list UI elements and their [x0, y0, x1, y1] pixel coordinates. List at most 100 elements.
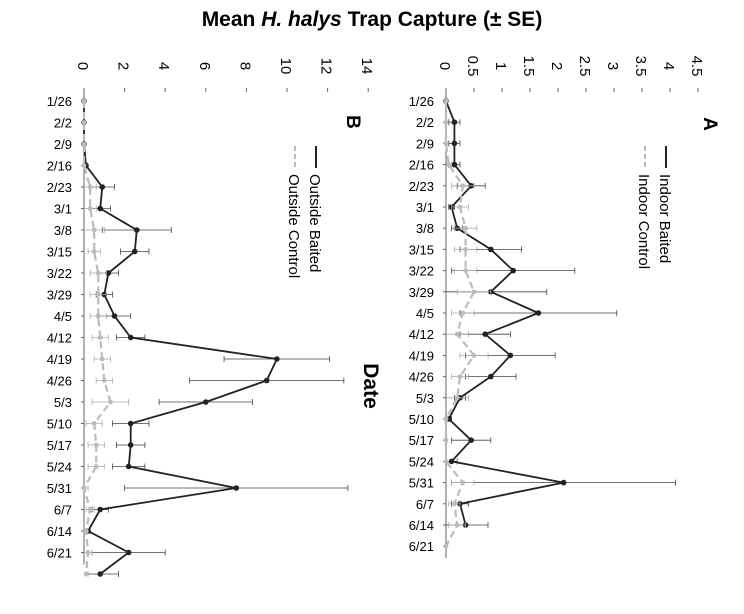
- date-tick-label: 6/14: [47, 524, 72, 539]
- data-point: [87, 184, 93, 190]
- data-point: [127, 420, 134, 427]
- value-tick-label: 4: [660, 62, 677, 70]
- value-tick-label: 4.5: [688, 56, 705, 77]
- date-tick-label: 5/31: [409, 476, 434, 491]
- data-point: [81, 163, 87, 168]
- data-point: [443, 459, 449, 464]
- data-point: [83, 528, 89, 534]
- date-tick-label: 6/21: [47, 546, 72, 561]
- date-tick-label: 4/19: [47, 352, 72, 367]
- value-tick-label: 0.5: [464, 56, 481, 77]
- value-tick-label: 0: [74, 62, 91, 70]
- date-tick-label: 3/1: [416, 200, 434, 215]
- date-tick-label: 2/9: [416, 136, 434, 151]
- data-point: [97, 205, 104, 212]
- date-tick-label: 4/12: [409, 327, 434, 342]
- data-point: [443, 98, 449, 104]
- data-point: [471, 353, 477, 358]
- data-point: [81, 485, 87, 491]
- date-tick-label: 2/2: [54, 116, 72, 131]
- date-tick-label: 5/17: [409, 433, 434, 448]
- data-point: [85, 550, 91, 555]
- data-point: [263, 377, 270, 384]
- data-point: [471, 289, 477, 295]
- data-point: [99, 356, 105, 362]
- date-tick-label: 4/19: [409, 348, 434, 363]
- data-point: [99, 184, 106, 190]
- value-tick-label: 1.5: [520, 56, 537, 77]
- data-point: [488, 246, 494, 253]
- date-tick-label: 5/3: [416, 391, 434, 406]
- data-point: [95, 313, 101, 319]
- value-tick-label: 4: [155, 62, 172, 70]
- date-tick-label: 3/8: [54, 223, 72, 238]
- data-point: [457, 374, 463, 379]
- value-tick-label: 10: [277, 58, 294, 75]
- data-point: [482, 331, 489, 338]
- date-tick-label: 2/23: [409, 179, 434, 194]
- date-tick-label: 3/15: [409, 242, 434, 257]
- data-point: [203, 399, 209, 405]
- figure-title-prefix: Mean: [201, 8, 262, 31]
- data-point: [233, 485, 240, 491]
- date-tick-label: 5/17: [47, 438, 72, 453]
- date-tick-label: 3/15: [47, 245, 72, 260]
- legend-label: Outside Baited: [306, 174, 323, 272]
- data-point: [125, 549, 132, 556]
- data-point: [101, 378, 107, 383]
- data-point: [454, 395, 460, 401]
- date-tick-label: 6/14: [409, 518, 434, 533]
- value-tick-label: 2: [548, 62, 565, 70]
- date-tick-label: 5/24: [47, 460, 72, 475]
- date-tick-label: 6/21: [409, 539, 434, 554]
- data-point: [81, 120, 87, 125]
- data-point: [443, 119, 449, 125]
- data-point: [468, 437, 475, 444]
- date-tick-label: 4/5: [416, 306, 434, 321]
- date-tick-label: 4/12: [47, 331, 72, 346]
- data-point: [451, 119, 458, 125]
- data-point: [93, 464, 99, 469]
- data-point: [81, 141, 87, 147]
- value-tick-label: 2: [115, 62, 132, 70]
- data-point: [95, 292, 101, 297]
- value-tick-label: 14: [358, 58, 375, 75]
- panel-b: 0 2 4 6 8 10 12 14 1/26 2/2 2/9 2/16 2/23 3/1 3/8 3/15 3…: [47, 58, 375, 577]
- series-line: [83, 101, 279, 575]
- date-tick-label: 1/26: [47, 94, 72, 109]
- date-tick-label: 3/22: [47, 266, 72, 281]
- panel-label: A: [699, 117, 720, 131]
- data-point: [133, 227, 140, 233]
- date-tick-label: 5/31: [47, 481, 72, 496]
- data-point: [93, 442, 99, 448]
- date-tick-label: 4/26: [47, 374, 72, 389]
- data-point: [454, 522, 460, 528]
- value-tick-label: 2.5: [576, 56, 593, 77]
- data-point: [463, 247, 468, 252]
- data-point: [460, 183, 466, 189]
- data-point: [560, 479, 567, 486]
- value-tick-label: 3.5: [632, 56, 649, 77]
- data-point: [451, 140, 458, 147]
- shared-x-axis-label: Date: [359, 363, 382, 409]
- data-point: [107, 399, 113, 405]
- data-point: [454, 331, 460, 337]
- legend-label: Outside Control: [285, 174, 302, 278]
- data-point: [535, 310, 542, 316]
- value-tick-label: 1: [492, 62, 509, 70]
- date-tick-label: 4/5: [54, 309, 72, 324]
- data-point: [91, 227, 97, 233]
- figure-title-suffix: Trap Capture (± SE): [341, 8, 543, 31]
- data-point: [81, 98, 87, 104]
- date-tick-label: 3/29: [47, 288, 72, 303]
- data-point: [87, 206, 93, 211]
- data-point: [443, 141, 449, 146]
- data-point: [443, 416, 449, 422]
- date-tick-label: 5/10: [47, 417, 72, 432]
- data-point: [460, 480, 466, 485]
- data-point: [507, 352, 514, 359]
- data-point: [91, 249, 97, 254]
- data-point: [457, 204, 463, 210]
- date-tick-label: 5/10: [409, 412, 434, 427]
